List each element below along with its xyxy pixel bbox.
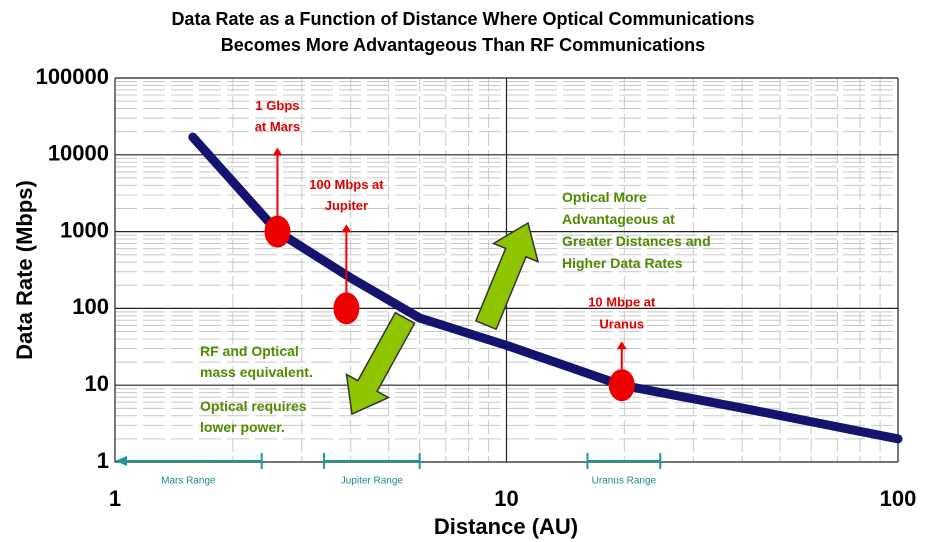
arrows xyxy=(345,221,540,416)
chart-title: Becomes More Advantageous Than RF Commun… xyxy=(221,35,705,55)
annotation: Optical requires lower power. xyxy=(200,398,310,435)
point-label: Uranus xyxy=(599,317,644,332)
x-tick-label: 100 xyxy=(880,486,917,511)
point-label: 10 Mbpe at xyxy=(588,295,656,310)
y-tick-label: 10 xyxy=(85,371,109,396)
direction-arrow xyxy=(345,311,416,416)
point-label: at Mars xyxy=(255,119,301,134)
point-arrow-head xyxy=(616,341,627,350)
direction-arrow xyxy=(474,221,540,331)
data-curve xyxy=(188,132,903,444)
point-label: 100 Mbps at xyxy=(309,177,384,192)
y-axis-label: Data Rate (Mbps) xyxy=(12,180,37,360)
point-label: 1 Gbps xyxy=(255,98,299,113)
x-axis-label: Distance (AU) xyxy=(434,514,578,539)
range-label: Uranus Range xyxy=(592,476,657,487)
annotation-line: lower power. xyxy=(200,419,285,435)
annotation-line: Greater Distances and xyxy=(562,233,711,249)
y-tick-label: 100000 xyxy=(36,64,109,89)
point-label: Jupiter xyxy=(325,198,368,213)
range-label: Jupiter Range xyxy=(341,476,404,487)
grid xyxy=(114,77,899,463)
annotation: RF and Optical mass equivalent. xyxy=(200,343,313,380)
annotation-line: Optical More xyxy=(562,189,647,205)
x-tick-label: 10 xyxy=(494,486,518,511)
annotation-line: RF and Optical xyxy=(200,343,299,359)
y-tick-label: 10000 xyxy=(48,141,109,166)
annotation-line: Higher Data Rates xyxy=(562,255,683,271)
y-tick-label: 100 xyxy=(72,294,109,319)
annotation: Optical More Advantageous at Greater Dis… xyxy=(562,189,715,271)
point-arrow-head xyxy=(272,147,283,156)
data-point xyxy=(608,369,635,402)
chart-title: Data Rate as a Function of Distance Wher… xyxy=(171,9,754,29)
annotation-line: Optical requires xyxy=(200,398,307,414)
y-tick-label: 1000 xyxy=(60,217,109,242)
x-tick-label: 1 xyxy=(109,486,121,511)
data-point xyxy=(333,292,360,325)
data-point xyxy=(264,215,291,248)
point-arrow-head xyxy=(341,224,352,233)
annotation-line: mass equivalent. xyxy=(200,364,313,380)
annotation-line: Advantageous at xyxy=(562,211,675,227)
y-tick-label: 1 xyxy=(97,448,109,473)
range-arrow-head xyxy=(115,456,127,466)
range-label: Mars Range xyxy=(161,476,216,487)
